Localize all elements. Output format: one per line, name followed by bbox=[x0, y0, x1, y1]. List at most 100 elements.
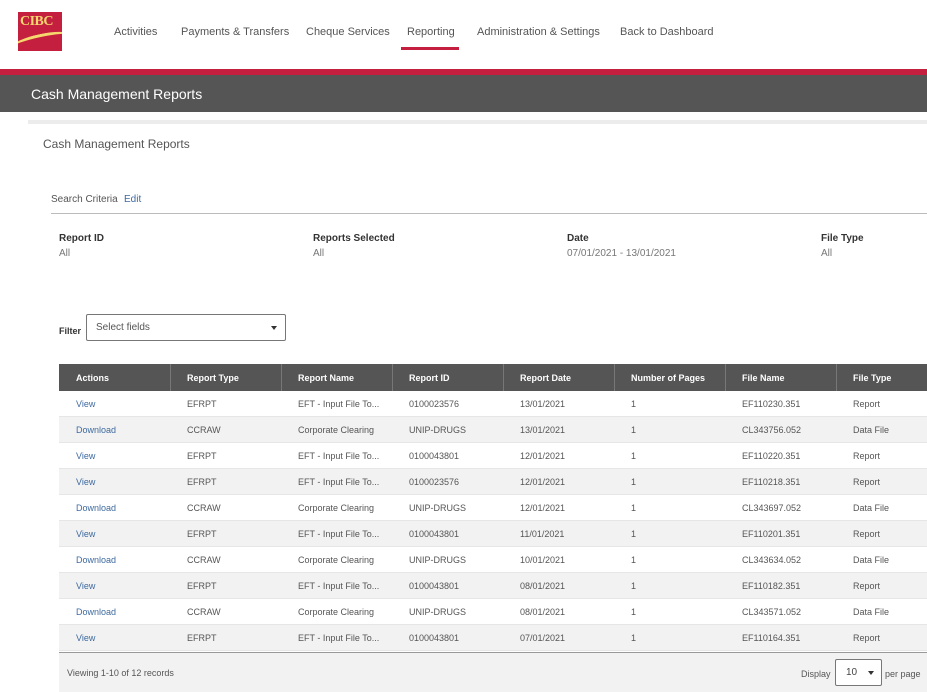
nav-cheque-services[interactable]: Cheque Services bbox=[306, 26, 390, 38]
cell-file-name: EF110164.351 bbox=[742, 633, 801, 643]
cell-report-date: 07/01/2021 bbox=[520, 633, 566, 643]
cell-report-id: 0100043801 bbox=[409, 581, 460, 591]
criteria-report-id-value: All bbox=[59, 248, 71, 259]
cell-report-name: EFT - Input File To... bbox=[298, 451, 380, 461]
search-criteria-divider bbox=[51, 213, 927, 214]
cell-number-of-pages: 1 bbox=[631, 399, 637, 409]
header-number-of-pages: Number of Pages bbox=[631, 373, 706, 383]
header-separator bbox=[614, 364, 615, 391]
cell-number-of-pages: 1 bbox=[631, 633, 637, 643]
table-row: View EFRPT EFT - Input File To... 010004… bbox=[59, 573, 927, 599]
cell-report-type: EFRPT bbox=[187, 529, 217, 539]
row-action-link[interactable]: Download bbox=[76, 607, 117, 617]
table-header: Actions Report Type Report Name Report I… bbox=[59, 364, 927, 391]
brand-divider bbox=[0, 69, 927, 75]
per-page-select[interactable]: 10 bbox=[835, 659, 882, 686]
cell-report-date: 13/01/2021 bbox=[520, 425, 566, 435]
header-separator bbox=[503, 364, 504, 391]
cell-report-date: 10/01/2021 bbox=[520, 555, 566, 565]
cell-report-type: EFRPT bbox=[187, 477, 217, 487]
row-action-link[interactable]: Download bbox=[76, 555, 117, 565]
section-title: Cash Management Reports bbox=[43, 137, 190, 151]
table-row: View EFRPT EFT - Input File To... 010004… bbox=[59, 625, 927, 651]
cell-file-name: CL343634.052 bbox=[742, 555, 802, 565]
cell-number-of-pages: 1 bbox=[631, 529, 637, 539]
header-separator bbox=[170, 364, 171, 391]
cell-report-date: 08/01/2021 bbox=[520, 607, 566, 617]
cell-number-of-pages: 1 bbox=[631, 425, 637, 435]
cell-file-name: CL343756.052 bbox=[742, 425, 802, 435]
search-criteria-edit-link[interactable]: Edit bbox=[124, 194, 142, 205]
cell-report-type: EFRPT bbox=[187, 581, 217, 591]
criteria-reports-selected-value: All bbox=[313, 248, 325, 259]
header-report-name: Report Name bbox=[298, 373, 355, 383]
nav-reporting[interactable]: Reporting bbox=[407, 26, 455, 38]
cell-file-type: Report bbox=[853, 529, 881, 539]
cell-number-of-pages: 1 bbox=[631, 607, 637, 617]
cell-report-id: 0100043801 bbox=[409, 529, 460, 539]
header-file-name: File Name bbox=[742, 373, 785, 383]
chevron-down-icon bbox=[868, 671, 874, 675]
row-action-link[interactable]: Download bbox=[76, 425, 117, 435]
row-action-link[interactable]: Download bbox=[76, 503, 117, 513]
table-row: Download CCRAW Corporate Clearing UNIP-D… bbox=[59, 417, 927, 443]
cell-file-name: EF110220.351 bbox=[742, 451, 801, 461]
cell-number-of-pages: 1 bbox=[631, 581, 637, 591]
cell-report-name: EFT - Input File To... bbox=[298, 529, 380, 539]
row-action-link[interactable]: View bbox=[76, 529, 96, 539]
records-count: Viewing 1-10 of 12 records bbox=[67, 668, 174, 678]
cell-file-type: Report bbox=[853, 399, 881, 409]
row-action-link[interactable]: View bbox=[76, 581, 96, 591]
header-report-id: Report ID bbox=[409, 373, 450, 383]
criteria-file-type-value: All bbox=[821, 248, 833, 259]
cell-report-type: CCRAW bbox=[187, 425, 221, 435]
cell-report-id: UNIP-DRUGS bbox=[409, 555, 467, 565]
cell-report-type: CCRAW bbox=[187, 503, 221, 513]
table-row: View EFRPT EFT - Input File To... 010004… bbox=[59, 443, 927, 469]
cell-file-type: Data File bbox=[853, 607, 890, 617]
cell-number-of-pages: 1 bbox=[631, 477, 637, 487]
cell-file-type: Data File bbox=[853, 425, 890, 435]
cell-report-date: 13/01/2021 bbox=[520, 399, 566, 409]
table-row: View EFRPT EFT - Input File To... 010002… bbox=[59, 469, 927, 495]
header-separator bbox=[836, 364, 837, 391]
filter-select[interactable]: Select fields bbox=[86, 314, 286, 341]
cell-report-name: EFT - Input File To... bbox=[298, 477, 380, 487]
nav-activities[interactable]: Activities bbox=[114, 26, 158, 38]
row-action-link[interactable]: View bbox=[76, 399, 96, 409]
cibc-logo[interactable]: CIBC bbox=[18, 12, 62, 51]
header-report-type: Report Type bbox=[187, 373, 239, 383]
header-separator bbox=[392, 364, 393, 391]
cell-report-date: 12/01/2021 bbox=[520, 503, 566, 513]
page-title-bar: Cash Management Reports bbox=[0, 75, 927, 112]
criteria-file-type-label: File Type bbox=[821, 233, 864, 244]
cell-file-type: Data File bbox=[853, 503, 890, 513]
cell-report-type: CCRAW bbox=[187, 607, 221, 617]
nav-payments-transfers[interactable]: Payments & Transfers bbox=[181, 26, 290, 38]
row-action-link[interactable]: View bbox=[76, 633, 96, 643]
nav-administration-settings[interactable]: Administration & Settings bbox=[477, 26, 600, 38]
cell-number-of-pages: 1 bbox=[631, 503, 637, 513]
cell-file-name: EF110201.351 bbox=[742, 529, 801, 539]
cell-file-type: Data File bbox=[853, 555, 890, 565]
nav-back-to-dashboard[interactable]: Back to Dashboard bbox=[620, 26, 714, 38]
table-row: Download CCRAW Corporate Clearing UNIP-D… bbox=[59, 547, 927, 573]
row-action-link[interactable]: View bbox=[76, 451, 96, 461]
table-row: View EFRPT EFT - Input File To... 010002… bbox=[59, 391, 927, 417]
cell-report-type: CCRAW bbox=[187, 555, 221, 565]
header-separator bbox=[281, 364, 282, 391]
criteria-date-value: 07/01/2021 - 13/01/2021 bbox=[567, 248, 676, 259]
cell-file-type: Report bbox=[853, 451, 881, 461]
header-file-type: File Type bbox=[853, 373, 892, 383]
cell-report-name: Corporate Clearing bbox=[298, 503, 375, 513]
row-action-link[interactable]: View bbox=[76, 477, 96, 487]
cell-report-name: Corporate Clearing bbox=[298, 555, 375, 565]
cell-number-of-pages: 1 bbox=[631, 451, 637, 461]
nav-active-indicator bbox=[401, 47, 459, 50]
cell-file-name: EF110182.351 bbox=[742, 581, 801, 591]
table-pagination: Viewing 1-10 of 12 records Display 10 pe… bbox=[59, 652, 927, 692]
per-page-label: per page bbox=[885, 669, 921, 679]
cell-file-type: Report bbox=[853, 581, 881, 591]
cell-report-id: 0100043801 bbox=[409, 451, 460, 461]
cell-report-name: EFT - Input File To... bbox=[298, 399, 380, 409]
